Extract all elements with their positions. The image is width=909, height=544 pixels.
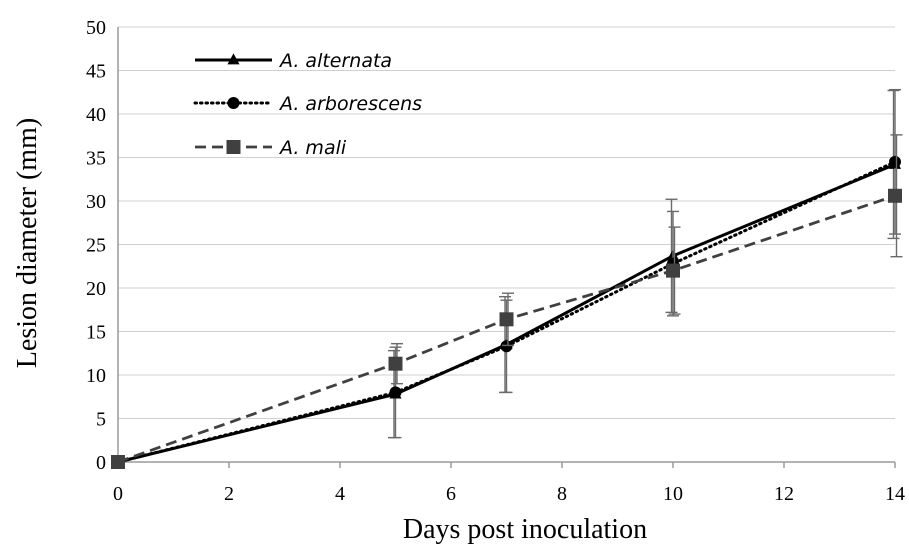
y-axis-title: Lesion diameter (mm) (12, 118, 43, 368)
y-tick-label: 40 (86, 104, 106, 126)
series-group (111, 88, 903, 469)
y-tick-label: 45 (86, 61, 106, 83)
y-tick-label: 25 (86, 235, 106, 257)
data-point (889, 155, 901, 168)
y-tick-label: 30 (86, 191, 106, 213)
x-axis-title: Days post inoculation (403, 514, 647, 544)
y-tick-label: 15 (86, 322, 106, 344)
legend-label: A. arborescens (278, 93, 422, 115)
legend-entry: A. alternata (195, 50, 392, 72)
x-tick-label: 8 (557, 483, 567, 505)
x-tick-label: 10 (663, 483, 683, 505)
legend-marker (227, 53, 240, 65)
data-point (500, 340, 513, 353)
grid-lines (118, 26, 895, 419)
data-point (888, 188, 902, 203)
data-point (389, 386, 402, 399)
legend: A. alternata A. arborescens A. mali (193, 50, 422, 159)
legend-label: A. alternata (278, 50, 392, 72)
x-tick-label: 12 (774, 483, 794, 505)
legend-entry: A. mali (195, 137, 347, 159)
data-point (666, 263, 680, 278)
x-tick-label: 6 (446, 483, 456, 505)
y-tick-label: 10 (86, 365, 106, 387)
legend-marker (226, 140, 241, 154)
x-tick-label: 2 (224, 483, 234, 505)
x-tick-label: 14 (885, 483, 905, 505)
y-tick-label: 20 (86, 278, 106, 300)
y-tick-label: 5 (96, 409, 106, 431)
y-tick-label: 0 (96, 452, 106, 474)
legend-marker (227, 97, 240, 109)
data-point (388, 356, 403, 371)
y-tick-label: 50 (86, 17, 106, 39)
data-point (111, 455, 125, 469)
x-tick-label: 0 (113, 483, 123, 505)
x-tick-label: 4 (335, 483, 345, 505)
axes: 0 5 10 15 20 25 30 35 40 45 50 0 2 4 6 8 10 12 14 (86, 17, 905, 505)
y-tick-label: 35 (86, 148, 106, 170)
series-3 (111, 134, 903, 469)
data-point (499, 312, 514, 327)
legend-label: A. mali (278, 137, 347, 159)
legend-entry: A. arborescens (193, 93, 422, 115)
